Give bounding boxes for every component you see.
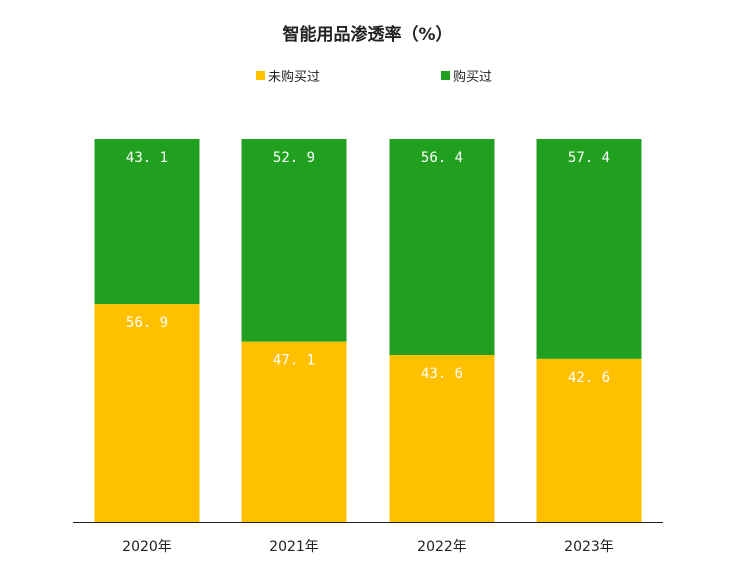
data-label-bought-1: 52. 9 — [273, 150, 315, 166]
bar-not_bought-1 — [241, 341, 347, 522]
data-label-not_bought-1: 47. 1 — [273, 353, 315, 369]
legend-item-not-bought: 未购买过 — [256, 66, 320, 85]
bar-bought-0 — [94, 139, 200, 305]
x-tick-label-2: 2022年 — [417, 539, 467, 555]
legend-label-bought: 购买过 — [453, 70, 493, 85]
bar-bought-1 — [241, 139, 347, 342]
data-label-not_bought-3: 42. 6 — [568, 370, 610, 386]
data-label-not_bought-0: 56. 9 — [126, 315, 168, 331]
bar-not_bought-2 — [389, 355, 495, 522]
legend: 未购买过 购买过 — [0, 66, 735, 85]
bar-not_bought-0 — [94, 304, 200, 522]
bar-bought-3 — [536, 139, 642, 359]
legend-swatch-bought — [441, 71, 450, 80]
x-tick-label-3: 2023年 — [564, 539, 614, 555]
data-label-bought-3: 57. 4 — [568, 150, 610, 166]
chart-title: 智能用品渗透率（%） — [282, 25, 453, 45]
legend-label-not-bought: 未购买过 — [268, 70, 321, 85]
data-label-bought-0: 43. 1 — [126, 150, 168, 166]
legend-item-bought: 购买过 — [441, 66, 492, 85]
legend-swatch-not-bought — [256, 71, 265, 80]
x-tick-label-0: 2020年 — [122, 539, 172, 555]
bar-bought-2 — [389, 139, 495, 356]
x-tick-label-1: 2021年 — [269, 539, 319, 555]
bar-not_bought-3 — [536, 358, 642, 522]
data-label-bought-2: 56. 4 — [421, 150, 463, 166]
data-label-not_bought-2: 43. 6 — [421, 366, 463, 382]
